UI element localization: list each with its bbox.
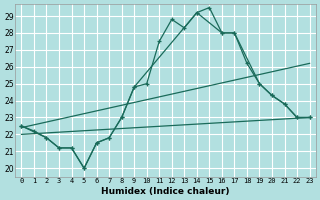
X-axis label: Humidex (Indice chaleur): Humidex (Indice chaleur) [101,187,230,196]
